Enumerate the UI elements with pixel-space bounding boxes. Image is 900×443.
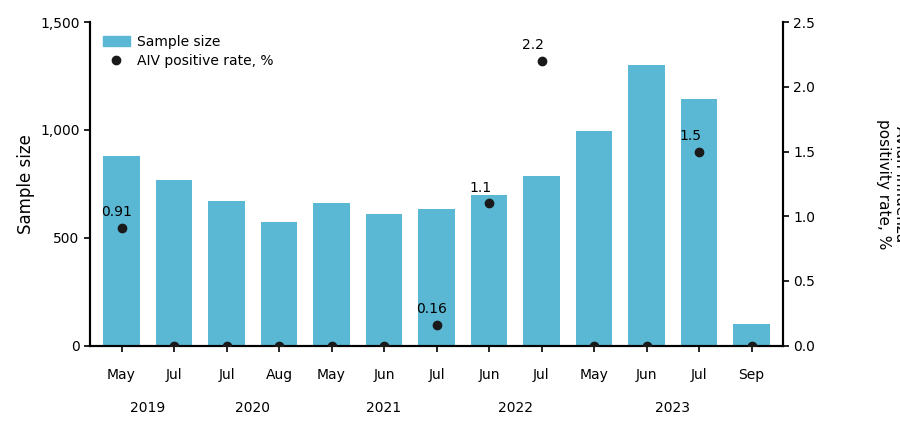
Text: 2020: 2020	[235, 400, 270, 415]
Text: Jun: Jun	[478, 368, 500, 382]
Text: 1.5: 1.5	[679, 129, 701, 143]
Text: May: May	[107, 368, 136, 382]
Text: May: May	[317, 368, 346, 382]
Bar	[261, 222, 297, 346]
Bar	[576, 131, 612, 346]
Bar	[104, 156, 140, 346]
Text: 0.16: 0.16	[417, 302, 447, 316]
Text: Jul: Jul	[533, 368, 550, 382]
Text: Jul: Jul	[218, 368, 235, 382]
Text: Jul: Jul	[690, 368, 707, 382]
Bar	[313, 203, 350, 346]
Bar	[680, 99, 717, 346]
Text: Jul: Jul	[166, 368, 183, 382]
Text: May: May	[580, 368, 608, 382]
Bar	[418, 209, 454, 346]
Bar	[628, 65, 665, 346]
Text: 0.91: 0.91	[102, 205, 132, 219]
Text: Jul: Jul	[428, 368, 445, 382]
Bar	[471, 194, 508, 346]
Text: 2023: 2023	[655, 400, 690, 415]
Text: 2021: 2021	[366, 400, 401, 415]
Bar	[734, 324, 770, 346]
Bar	[523, 176, 560, 346]
Text: Jun: Jun	[635, 368, 657, 382]
Legend: Sample size, AIV positive rate, %: Sample size, AIV positive rate, %	[97, 29, 279, 74]
Text: Sep: Sep	[738, 368, 765, 382]
Y-axis label: Avian influenza
positivity rate, %: Avian influenza positivity rate, %	[876, 119, 900, 249]
Bar	[208, 201, 245, 346]
Text: 1.1: 1.1	[469, 181, 491, 194]
Text: 2.2: 2.2	[521, 38, 544, 52]
Bar	[365, 214, 402, 346]
Y-axis label: Sample size: Sample size	[16, 134, 34, 234]
Text: 2022: 2022	[498, 400, 533, 415]
Text: Jun: Jun	[374, 368, 395, 382]
Bar	[156, 179, 193, 346]
Text: Aug: Aug	[266, 368, 292, 382]
Text: 2019: 2019	[130, 400, 166, 415]
